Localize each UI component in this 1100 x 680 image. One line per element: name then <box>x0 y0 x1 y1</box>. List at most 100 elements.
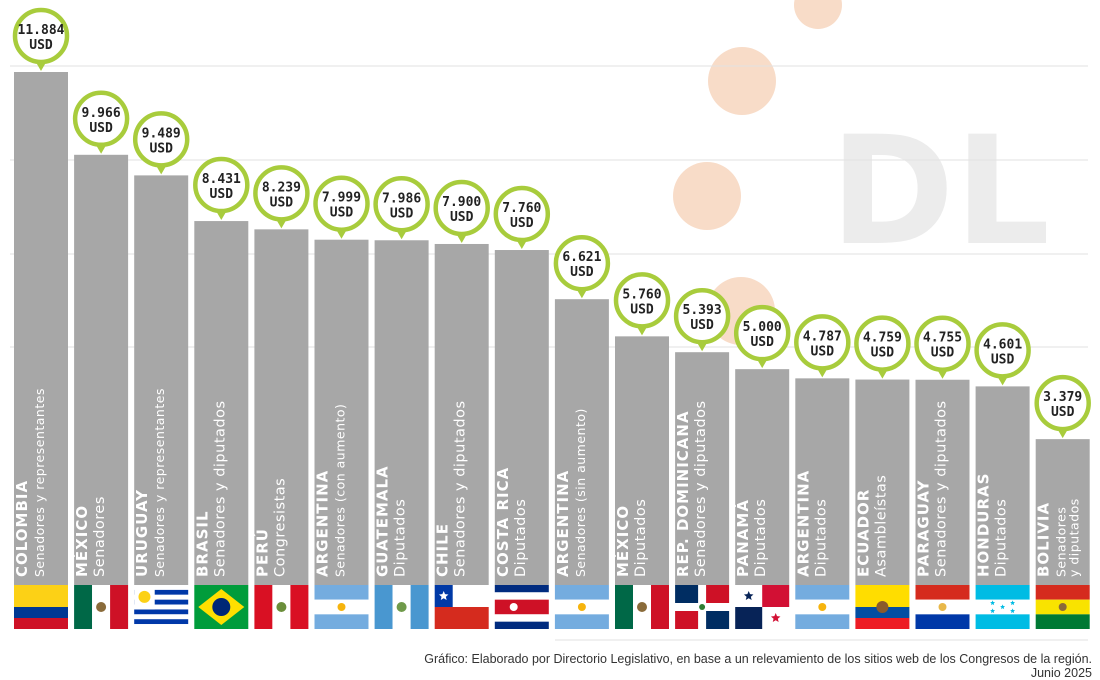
bar-chamber-label: Senadores y diputados <box>693 400 709 577</box>
chart-date: Junio 2025 <box>1030 666 1092 680</box>
bar-label: COLOMBIASenadores y representantes <box>13 388 47 577</box>
unit-label: USD <box>450 210 474 225</box>
bar-label: PERÚCongresistas <box>252 478 288 577</box>
bar-chamber-label: Diputados <box>393 499 409 577</box>
unit-label: USD <box>570 265 594 280</box>
ecuador-flag-icon <box>855 585 910 629</box>
bar <box>735 369 790 585</box>
uruguay-flag-icon <box>134 585 189 629</box>
bar-chamber-label: Senadores y diputados <box>453 400 469 577</box>
unit-label: USD <box>1051 405 1075 420</box>
bar <box>374 240 429 586</box>
bar-label: URUGUAYSenadores y representantes <box>133 388 167 577</box>
bar-label: ARGENTINASenadores (sin aumento) <box>554 408 588 577</box>
bar-chamber-label: Senadores (sin aumento) <box>573 408 588 577</box>
bar-country-label: BOLIVIA <box>1035 502 1053 577</box>
bar <box>14 72 68 585</box>
decorative-circle <box>794 0 842 29</box>
bar <box>74 154 129 585</box>
bar-chamber-label: Diputados <box>994 499 1010 577</box>
bar-country-label: PANAMÁ <box>733 499 752 577</box>
unit-label: USD <box>871 346 895 361</box>
bar-country-label: MÉXICO <box>613 505 632 577</box>
bar-chamber-label: Diputados <box>753 499 769 577</box>
unit-label: USD <box>931 346 955 361</box>
bar <box>915 379 970 585</box>
unit-label: USD <box>690 318 714 333</box>
unit-label: USD <box>390 206 414 221</box>
bar-country-label: HONDURAS <box>975 473 993 577</box>
unit-label: USD <box>811 344 835 359</box>
salary-bar-chart: DL COLOMBIASenadores y representantes 11.… <box>10 0 1091 641</box>
bar <box>434 243 489 585</box>
bar-label: ARGENTINASenadores (con aumento) <box>314 404 348 577</box>
argentina-flag-icon <box>554 585 609 629</box>
value-label: 4.601 <box>983 337 1022 352</box>
argentina-flag-icon <box>795 585 850 629</box>
value-label: 5.393 <box>683 303 722 318</box>
unit-label: USD <box>29 38 53 53</box>
bar-chamber-label: Senadores y diputados <box>934 400 950 577</box>
bar <box>314 239 369 585</box>
bar-country-label: ECUADOR <box>854 489 872 577</box>
argentina-flag-icon <box>314 585 369 629</box>
bar-country-label: PERÚ <box>252 528 271 577</box>
value-label: 7.999 <box>322 191 361 206</box>
background-decoration: DL <box>673 0 1050 345</box>
bar-country-label: MÉXICO <box>72 505 91 577</box>
bar-label: HONDURASDiputados <box>975 473 1010 577</box>
bar <box>254 229 309 586</box>
bar-country-label: REP. DOMINICANA <box>674 410 692 577</box>
bolivia-flag-icon <box>1035 585 1090 629</box>
bar <box>675 352 730 585</box>
mexico-flag-icon <box>615 585 669 629</box>
value-label: 7.760 <box>502 201 541 216</box>
bar-label: MÉXICODiputados <box>613 499 649 577</box>
value-label: 4.787 <box>803 329 842 344</box>
panama-flag-icon <box>735 585 790 629</box>
bar-label: CHILESenadores y diputados <box>434 400 469 577</box>
bar <box>975 386 1030 585</box>
bars-layer: COLOMBIASenadores y representantes 11.884… <box>12 7 1091 629</box>
bar-country-label: URUGUAY <box>133 489 151 577</box>
bar-group: REP. DOMINICANASenadores y diputados 5.39… <box>673 287 731 629</box>
bar-chamber-label: Asambleístas <box>873 475 889 577</box>
guatemala-flag-icon <box>374 585 429 629</box>
bar-chamber-label: Senadores y representantes <box>152 388 167 577</box>
bar-chamber-label: Senadores <box>1054 507 1069 577</box>
value-label: 8.239 <box>262 180 301 195</box>
bar-label: REP. DOMINICANASenadores y diputados <box>674 400 709 577</box>
value-label: 3.379 <box>1043 390 1082 405</box>
bar-label: COSTA RICADiputados <box>494 467 529 577</box>
honduras-flag-icon <box>975 585 1030 629</box>
unit-label: USD <box>210 187 234 202</box>
value-label: 9.489 <box>142 126 181 141</box>
bar-country-label: BRASIL <box>193 510 211 577</box>
mexico-flag-icon <box>74 585 129 629</box>
